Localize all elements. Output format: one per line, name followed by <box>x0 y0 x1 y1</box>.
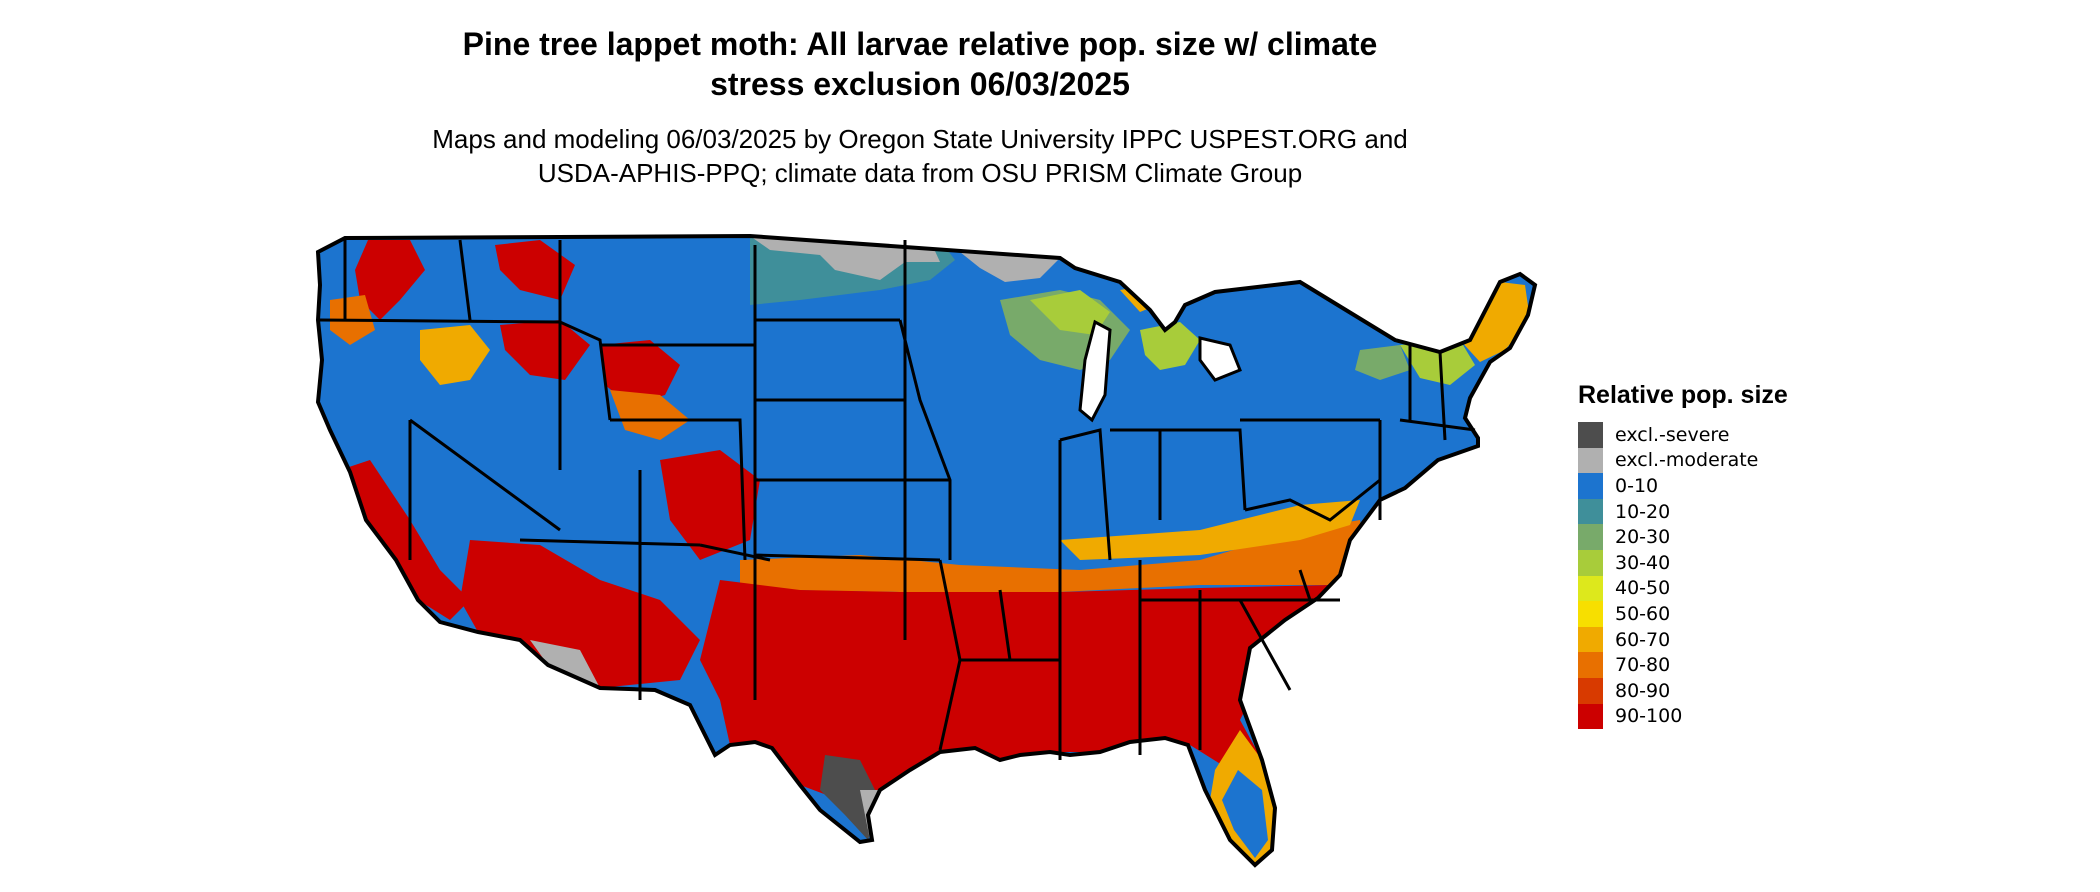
legend-title: Relative pop. size <box>1578 381 1788 409</box>
legend-swatch <box>1578 422 1603 448</box>
legend-label: 30-40 <box>1615 551 1671 574</box>
legend-label: 90-100 <box>1615 705 1683 728</box>
region-arizona-excl-moderate <box>530 640 600 688</box>
legend-label: 0-10 <box>1615 474 1659 497</box>
legend-item: 20-30 <box>1578 524 1788 550</box>
lake-huron <box>1198 336 1242 382</box>
legend-swatch <box>1578 601 1603 627</box>
region-new-england-30-40 <box>1400 340 1475 385</box>
legend-label: excl.-moderate <box>1615 449 1759 472</box>
region-lower-michigan-30-40 <box>1140 322 1200 370</box>
region-idaho-south-90-100 <box>500 320 590 380</box>
legend-swatch <box>1578 473 1603 499</box>
region-idaho-north-90-100 <box>355 240 425 320</box>
legend-swatch <box>1578 498 1603 525</box>
region-southern-transition-70-80 <box>740 520 1365 592</box>
region-montana-west-90-100 <box>495 240 575 300</box>
legend-items: excl.-severe excl.-moderate 0-10 10-20 20-30… <box>1578 422 1788 730</box>
legend-swatch <box>1578 549 1603 576</box>
legend-swatch <box>1578 575 1603 602</box>
region-oregon-60-70 <box>420 325 490 385</box>
region-upper-peninsula-30-40 <box>1030 290 1110 335</box>
state-lines <box>319 238 1476 760</box>
region-new-york-20-30 <box>1355 345 1410 380</box>
legend-item: 60-70 <box>1578 626 1788 653</box>
map-subtitle-line-2: USDA-APHIS-PPQ; climate data from OSU PR… <box>537 158 1303 188</box>
legend-item: 40-50 <box>1578 575 1788 602</box>
legend-item: 90-100 <box>1578 703 1788 730</box>
legend-swatch <box>1578 677 1603 704</box>
legend-item: 70-80 <box>1578 652 1788 678</box>
map-title-line-2: stress exclusion 06/03/2025 <box>710 66 1130 102</box>
legend-item: 10-20 <box>1578 498 1788 525</box>
legend-label: 80-90 <box>1615 679 1671 702</box>
region-florida-south-0-10 <box>1222 770 1268 858</box>
legend-swatch <box>1578 703 1603 730</box>
legend-label: excl.-severe <box>1615 423 1730 446</box>
legend-label: 50-60 <box>1615 602 1671 625</box>
map-subtitle-line-1: Maps and modeling 06/03/2025 by Oregon S… <box>432 124 1408 154</box>
legend-swatch <box>1578 626 1603 653</box>
legend-item: 0-10 <box>1578 473 1788 499</box>
legend-item: 30-40 <box>1578 549 1788 576</box>
legend-item: excl.-moderate <box>1578 447 1788 474</box>
map-title-line-1: Pine tree lappet moth: All larvae relati… <box>462 26 1378 62</box>
region-california-90-100 <box>340 460 470 620</box>
legend-label: 60-70 <box>1615 628 1671 651</box>
legend-label: 20-30 <box>1615 526 1671 549</box>
legend-swatch <box>1578 447 1603 474</box>
legend-item: 50-60 <box>1578 601 1788 627</box>
legend-item: excl.-severe <box>1578 422 1788 448</box>
lake-michigan <box>1078 319 1112 423</box>
region-south-texas-excl-severe <box>820 755 880 840</box>
region-south-90-100 <box>700 560 1380 815</box>
region-wyoming-90-100 <box>600 340 680 405</box>
region-colorado-90-100 <box>660 450 760 560</box>
legend-item: 80-90 <box>1578 677 1788 704</box>
legend-label: 70-80 <box>1615 654 1671 677</box>
legend-label: 10-20 <box>1615 500 1671 523</box>
map-legend: Relative pop. size excl.-severe excl.-mod… <box>1578 380 1788 730</box>
state-boundaries <box>319 238 1476 760</box>
population-map-regions <box>318 236 1535 865</box>
legend-swatch <box>1578 652 1603 678</box>
legend-label: 40-50 <box>1615 577 1671 600</box>
legend-swatch <box>1578 524 1603 550</box>
region-wyoming-70-80 <box>610 390 690 440</box>
region-tennessee-60-70 <box>1060 500 1360 560</box>
